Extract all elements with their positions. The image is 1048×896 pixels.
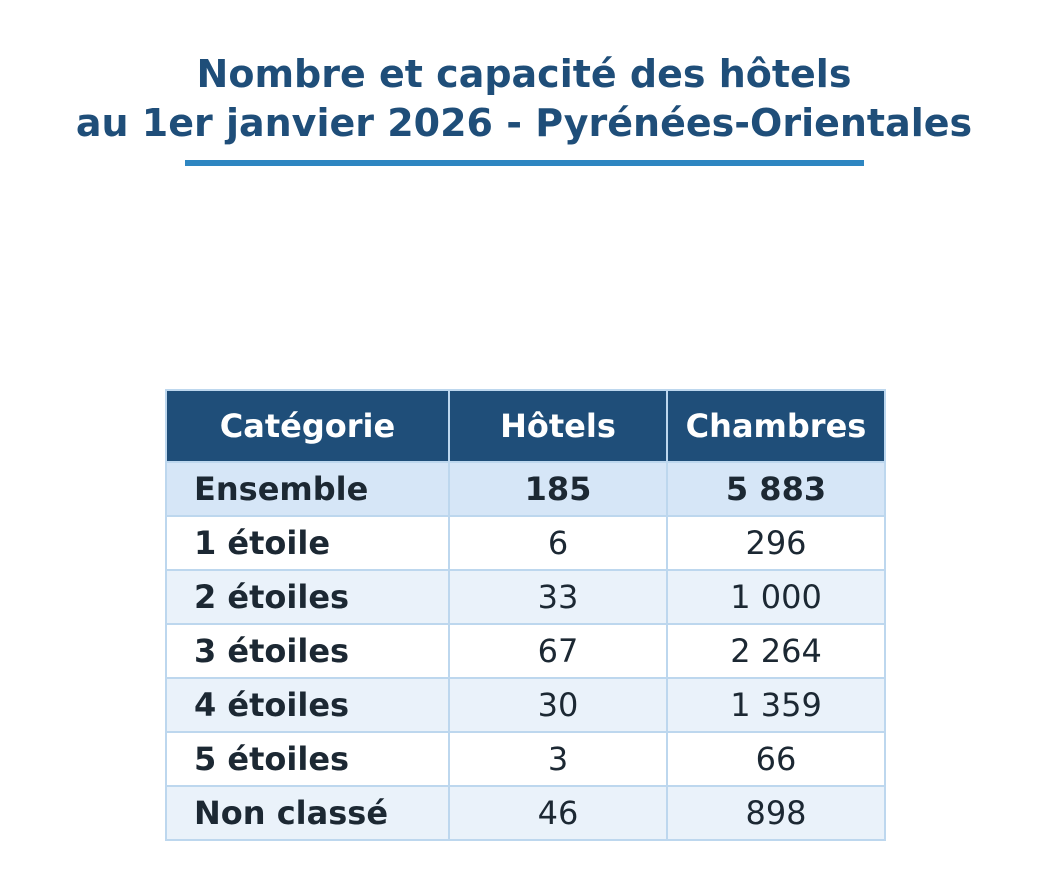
cell-categorie: Ensemble [165,461,450,517]
cell-chambres: 296 [666,515,886,571]
chart-title-line-2: au 1er janvier 2026 - Pyrénées-Orientale… [75,101,973,145]
cell-categorie: 1 étoile [165,515,450,571]
cell-chambres: 2 264 [666,623,886,679]
cell-hotels: 3 [448,731,668,787]
cell-hotels: 67 [448,623,668,679]
column-header-chambres: Chambres [666,389,886,463]
cell-categorie: Non classé [165,785,450,841]
cell-categorie: 4 étoiles [165,677,450,733]
chart-title: Nombre et capacité des hôtels au 1er jan… [0,50,1048,148]
cell-chambres: 5 883 [666,461,886,517]
cell-categorie: 2 étoiles [165,569,450,625]
cell-chambres: 66 [666,731,886,787]
table-row: 2 étoiles 33 1 000 [165,569,886,625]
hotel-table: Catégorie Hôtels Chambres Ensemble 185 5… [165,389,886,841]
table-row: Non classé 46 898 [165,785,886,841]
column-header-hotels: Hôtels [448,389,668,463]
cell-hotels: 33 [448,569,668,625]
cell-chambres: 1 359 [666,677,886,733]
cell-hotels: 46 [448,785,668,841]
title-underline [185,160,864,166]
cell-hotels: 6 [448,515,668,571]
cell-categorie: 5 étoiles [165,731,450,787]
chart-title-line-1: Nombre et capacité des hôtels [196,52,852,96]
column-header-categorie: Catégorie [165,389,450,463]
cell-hotels: 30 [448,677,668,733]
cell-hotels: 185 [448,461,668,517]
table-row: 1 étoile 6 296 [165,515,886,571]
table-row-ensemble: Ensemble 185 5 883 [165,461,886,517]
table-header-row: Catégorie Hôtels Chambres [165,389,886,463]
cell-chambres: 1 000 [666,569,886,625]
cell-chambres: 898 [666,785,886,841]
table-row: 4 étoiles 30 1 359 [165,677,886,733]
cell-categorie: 3 étoiles [165,623,450,679]
table-row: 3 étoiles 67 2 264 [165,623,886,679]
table-row: 5 étoiles 3 66 [165,731,886,787]
